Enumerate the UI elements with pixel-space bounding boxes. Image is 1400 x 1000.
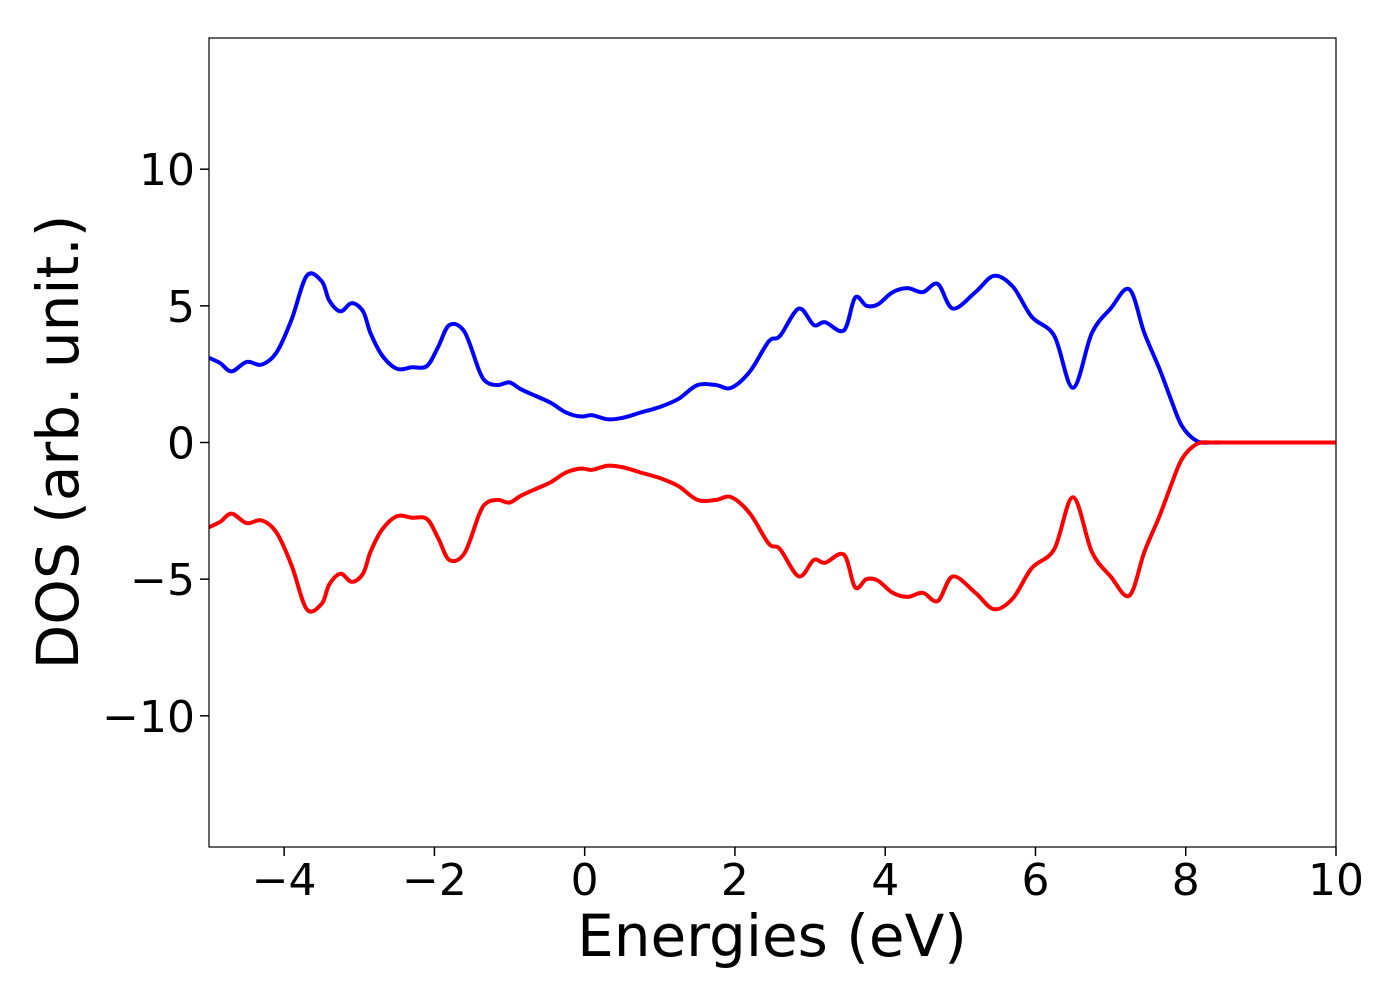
x-axis-label: Energies (eV)	[577, 902, 967, 970]
x-tick-label: 6	[1021, 855, 1049, 906]
x-tick-label: 4	[871, 855, 899, 906]
y-axis-ticks: −10 −5 0 5 10	[102, 145, 209, 743]
x-tick-label: −4	[252, 855, 317, 906]
x-tick-label: 2	[721, 855, 749, 906]
dos-series-blue-line	[209, 271, 1336, 445]
x-tick-label: −2	[402, 855, 467, 906]
y-tick-label: 10	[139, 145, 195, 196]
x-tick-label: 10	[1308, 855, 1364, 906]
x-tick-label: 0	[571, 855, 599, 906]
series-layer	[209, 271, 1336, 614]
y-tick-label: 5	[167, 282, 195, 333]
x-axis-ticks: −4 −2 0 2 4 6 8 10	[252, 847, 1364, 906]
x-tick-label: 8	[1172, 855, 1200, 906]
y-tick-label: 0	[167, 419, 195, 470]
y-tick-label: −5	[130, 555, 195, 606]
y-axis-label: DOS (arb. unit.)	[24, 215, 92, 670]
plot-background	[209, 38, 1336, 847]
dos-series-red-line	[209, 440, 1336, 614]
y-tick-label: −10	[102, 692, 195, 743]
